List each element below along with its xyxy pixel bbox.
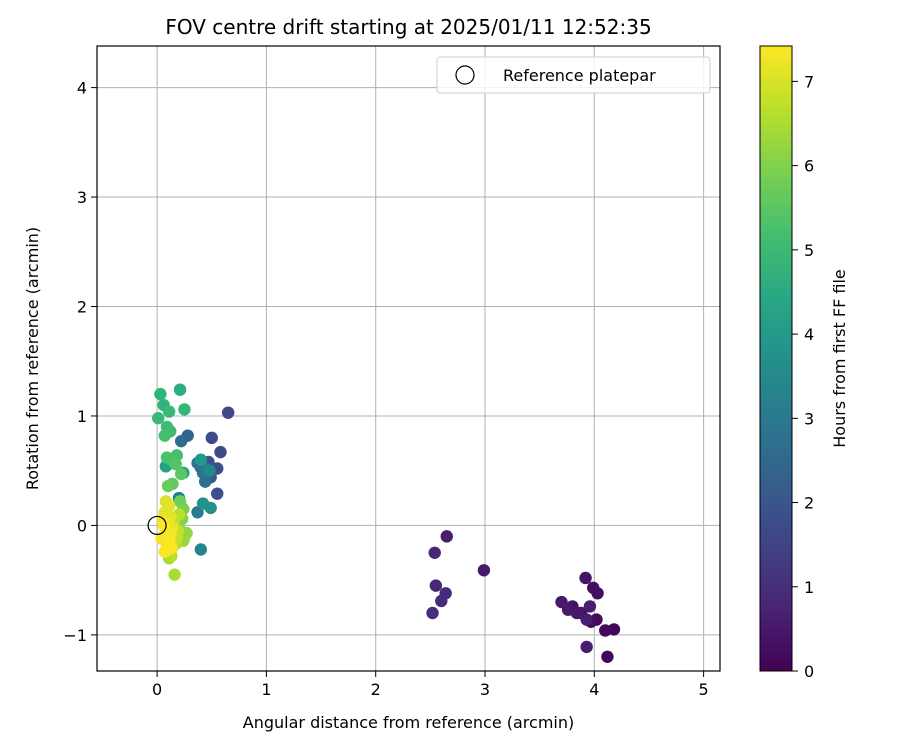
data-point (211, 487, 224, 500)
data-point (429, 579, 443, 592)
legend: Reference platepar (436, 56, 711, 94)
data-point (162, 405, 176, 418)
data-point (154, 387, 167, 401)
data-point (587, 581, 600, 595)
data-point (173, 383, 187, 396)
data-point (477, 564, 491, 577)
plot-area-frame (96, 45, 721, 672)
colorbar-tick-label: 5 (804, 241, 814, 260)
data-point (221, 406, 235, 419)
data-point (579, 571, 592, 585)
colorbar-gradient (759, 45, 793, 672)
chart-title: FOV centre drift starting at 2025/01/11 … (165, 15, 651, 39)
data-point (580, 613, 593, 626)
data-point (555, 595, 568, 609)
x-tick-label: 2 (371, 680, 381, 699)
colorbar-tick-label: 6 (804, 157, 814, 176)
data-point (157, 519, 170, 532)
data-point (178, 403, 191, 416)
data-point (174, 434, 188, 448)
data-point (169, 457, 182, 471)
x-axis-label: Angular distance from reference (arcmin) (243, 713, 574, 732)
data-point (203, 464, 216, 477)
data-point (428, 546, 441, 559)
axis-ticks: 0 1 2 3 4 5 −1 0 1 2 3 4 (63, 79, 708, 699)
data-point (152, 411, 165, 425)
data-point (196, 497, 210, 510)
colorbar-tick-label: 1 (804, 578, 814, 597)
data-point (583, 600, 597, 613)
x-tick-label: 1 (261, 680, 271, 699)
data-point (174, 467, 188, 481)
data-point (440, 530, 453, 543)
reference-point-marker (147, 515, 167, 536)
y-tick-label: 2 (77, 298, 87, 317)
reference-layer (147, 515, 167, 536)
data-point (599, 624, 612, 637)
data-point (194, 453, 208, 466)
data-point (580, 640, 593, 654)
data-point (205, 431, 218, 445)
x-tick-label: 5 (699, 680, 709, 699)
data-point (570, 606, 584, 620)
grid (97, 46, 720, 671)
x-tick-label: 3 (480, 680, 490, 699)
data-point (168, 568, 181, 581)
legend-box (436, 56, 711, 94)
data-point (435, 594, 448, 608)
x-tick-label: 4 (589, 680, 599, 699)
legend-entry-reference-platepar: Reference platepar (503, 66, 656, 85)
data-point (214, 445, 227, 459)
y-axis-label: Rotation from reference (arcmin) (23, 227, 42, 490)
data-point (162, 534, 176, 547)
data-point (601, 650, 614, 663)
colorbar-tick-label: 4 (804, 325, 814, 344)
legend-reference-marker (455, 65, 475, 85)
data-point (161, 479, 175, 493)
x-tick-label: 0 (152, 680, 162, 699)
colorbar-label: Hours from first FF file (830, 269, 849, 448)
colorbar-tick-label: 2 (804, 494, 814, 513)
y-tick-label: 1 (77, 407, 87, 426)
colorbar: 0 1 2 3 4 5 6 7 Hours from first FF file (759, 45, 849, 681)
colorbar-tick-label: 7 (804, 72, 814, 91)
y-tick-label: 0 (77, 516, 87, 535)
y-tick-label: −1 (63, 626, 87, 645)
data-point (194, 543, 208, 556)
colorbar-tick-label: 3 (804, 409, 814, 428)
data-point (426, 606, 439, 620)
data-points (152, 383, 621, 663)
data-point (158, 545, 171, 558)
y-tick-label: 4 (77, 79, 87, 98)
data-point (158, 429, 171, 442)
y-tick-label: 3 (77, 188, 87, 207)
colorbar-ticks: 0 1 2 3 4 5 6 7 (792, 72, 814, 681)
colorbar-tick-label: 0 (804, 662, 814, 681)
